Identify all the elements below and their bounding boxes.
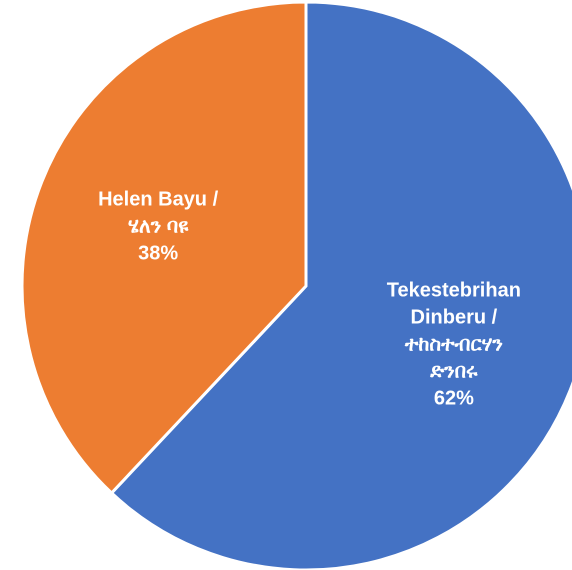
category-label: Tekestebrihan Dinberu / ተከስተብርሃን ድንበሩ — [386, 279, 521, 383]
pie-slice — [20, 0, 308, 495]
data-label: Helen Bayu / ሄለን ባዩ 38% — [98, 187, 218, 268]
pie-slice — [110, 0, 572, 570]
value-label: 38% — [138, 242, 179, 265]
value-label: 62% — [433, 387, 474, 410]
category-label: Helen Bayu / ሄለን ባዩ — [98, 188, 219, 238]
data-label: Tekestebrihan Dinberu / ተከስተብርሃን ድንበሩ 62% — [387, 277, 521, 412]
